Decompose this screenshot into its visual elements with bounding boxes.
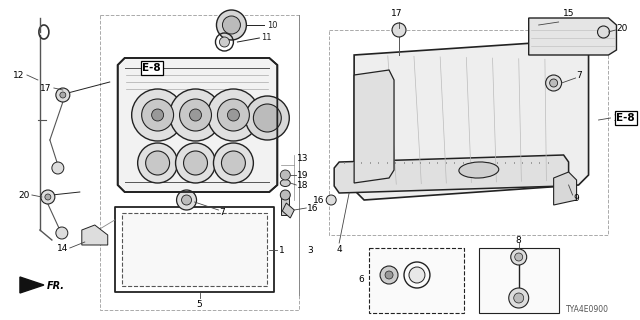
Circle shape: [280, 190, 291, 200]
Text: 7: 7: [220, 207, 225, 217]
Polygon shape: [334, 155, 568, 193]
Circle shape: [514, 293, 524, 303]
Text: 4: 4: [337, 245, 342, 254]
Text: 6: 6: [358, 276, 364, 284]
Text: 16: 16: [307, 204, 319, 212]
Circle shape: [170, 89, 221, 141]
Text: 11: 11: [261, 33, 272, 42]
Text: 9: 9: [573, 194, 579, 203]
Circle shape: [146, 151, 170, 175]
Circle shape: [214, 143, 253, 183]
Text: 10: 10: [268, 20, 278, 29]
Polygon shape: [554, 172, 577, 205]
Circle shape: [207, 89, 259, 141]
Polygon shape: [369, 248, 464, 313]
Polygon shape: [529, 18, 616, 55]
Text: FR.: FR.: [47, 281, 65, 291]
Circle shape: [546, 75, 562, 91]
Circle shape: [227, 109, 239, 121]
Ellipse shape: [280, 180, 291, 187]
Circle shape: [184, 151, 207, 175]
Circle shape: [598, 26, 609, 38]
Circle shape: [385, 271, 393, 279]
Circle shape: [175, 143, 216, 183]
Circle shape: [280, 170, 291, 180]
Text: 18: 18: [297, 180, 308, 189]
Circle shape: [380, 266, 398, 284]
Polygon shape: [354, 70, 394, 183]
Circle shape: [326, 195, 336, 205]
Text: 19: 19: [297, 171, 308, 180]
Circle shape: [52, 162, 64, 174]
Ellipse shape: [459, 162, 499, 178]
Polygon shape: [479, 248, 559, 313]
Text: E-8: E-8: [142, 63, 161, 73]
Text: 12: 12: [13, 70, 24, 79]
Polygon shape: [282, 203, 294, 218]
Circle shape: [141, 99, 173, 131]
Circle shape: [56, 88, 70, 102]
Circle shape: [218, 99, 250, 131]
Circle shape: [216, 10, 246, 40]
Text: 13: 13: [297, 154, 308, 163]
Circle shape: [392, 23, 406, 37]
Text: 7: 7: [577, 70, 582, 79]
Circle shape: [56, 227, 68, 239]
Circle shape: [41, 190, 55, 204]
Polygon shape: [82, 225, 108, 245]
Circle shape: [60, 92, 66, 98]
Text: 20: 20: [616, 23, 628, 33]
Circle shape: [409, 267, 425, 283]
Text: 17: 17: [391, 9, 403, 18]
Text: 16: 16: [313, 196, 324, 204]
Circle shape: [509, 288, 529, 308]
Circle shape: [515, 253, 523, 261]
Circle shape: [152, 109, 164, 121]
Text: 8: 8: [516, 236, 522, 245]
Text: 17: 17: [40, 84, 52, 92]
Circle shape: [223, 16, 241, 34]
Circle shape: [245, 96, 289, 140]
Circle shape: [550, 79, 557, 87]
Polygon shape: [118, 58, 277, 192]
Text: 5: 5: [196, 300, 202, 309]
Text: 20: 20: [19, 190, 30, 199]
Polygon shape: [122, 213, 268, 286]
Text: TYA4E0900: TYA4E0900: [566, 305, 609, 314]
Text: E-8: E-8: [616, 113, 635, 123]
Circle shape: [182, 195, 191, 205]
Polygon shape: [20, 277, 44, 293]
Circle shape: [220, 37, 229, 47]
Circle shape: [138, 143, 177, 183]
Polygon shape: [354, 40, 589, 200]
Text: 14: 14: [56, 244, 68, 252]
Text: 1: 1: [279, 245, 285, 254]
Text: 3: 3: [307, 245, 313, 254]
Circle shape: [132, 89, 184, 141]
Text: 15: 15: [563, 9, 574, 18]
Circle shape: [45, 194, 51, 200]
Circle shape: [180, 99, 211, 131]
Polygon shape: [282, 195, 289, 215]
Circle shape: [253, 104, 282, 132]
Circle shape: [511, 249, 527, 265]
Circle shape: [189, 109, 202, 121]
Text: 2: 2: [614, 114, 619, 123]
Circle shape: [221, 151, 245, 175]
Circle shape: [177, 190, 196, 210]
